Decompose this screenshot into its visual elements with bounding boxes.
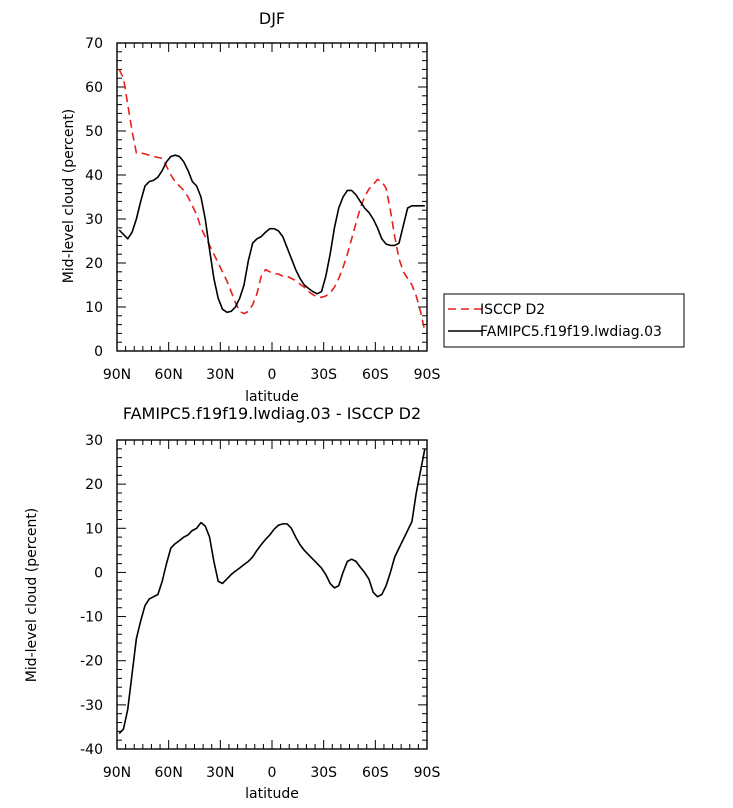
bottom-y-tick-label: 10 — [85, 521, 103, 537]
top-series-line-1 — [118, 154, 425, 314]
bottom-y-tick-label: -10 — [80, 610, 103, 626]
bottom-y-tick-label: 30 — [85, 433, 103, 449]
top-x-tick-label: 60S — [362, 367, 389, 383]
legend: ISCCP D2 FAMIPC5.f19f19.lwdiag.03 — [443, 293, 685, 348]
legend-box — [443, 293, 685, 348]
bottom-x-tick-label: 0 — [268, 765, 277, 781]
bottom-y-tick-label: -40 — [80, 742, 103, 758]
top-x-axis-label: latitude — [245, 389, 299, 405]
bottom-chart-title: FAMIPC5.f19f19.lwdiag.03 - ISCCP D2 — [123, 404, 421, 423]
top-x-tick-label: 90N — [103, 367, 131, 383]
top-chart-title: DJF — [259, 9, 285, 28]
top-x-tick-label: 60N — [155, 367, 183, 383]
top-y-tick-label: 60 — [85, 80, 103, 96]
bottom-x-tick-label: 90N — [103, 765, 131, 781]
top-y-tick-label: 0 — [94, 344, 103, 360]
top-x-tick-label: 30S — [310, 367, 337, 383]
bottom-x-axis-label: latitude — [245, 786, 299, 802]
top-y-axis-label: Mid-level cloud (percent) — [61, 109, 77, 284]
top-panel-djf: DJF 90N 60N 30N 0 30S 60S 90S 0 10 20 30 40 50 60 70 l… — [61, 9, 685, 405]
bottom-x-tick-label: 60N — [155, 765, 183, 781]
bottom-series-line-0 — [118, 448, 426, 735]
bottom-plot-area: 90N 60N 30N 0 30S 60S 90S -40 -30 -20 -10 0 10 20 30 — [80, 433, 440, 781]
top-series-line-0 — [118, 69, 426, 332]
top-x-tick-label: 30N — [206, 367, 234, 383]
top-y-tick-label: 20 — [85, 256, 103, 272]
bottom-x-tick-label: 60S — [362, 765, 389, 781]
top-y-tick-label: 70 — [85, 36, 103, 52]
top-y-tick-label: 40 — [85, 168, 103, 184]
top-x-tick-label: 0 — [268, 367, 277, 383]
bottom-x-tick-label: 30S — [310, 765, 337, 781]
top-plot-area: 90N 60N 30N 0 30S 60S 90S 0 10 20 30 40 50 60 70 — [85, 36, 440, 383]
bottom-y-tick-label: 0 — [94, 565, 103, 581]
top-y-tick-label: 50 — [85, 124, 103, 140]
legend-label-isccp: ISCCP D2 — [480, 302, 545, 318]
bottom-y-tick-label: -20 — [80, 654, 103, 670]
bottom-y-axis-label: Mid-level cloud (percent) — [24, 508, 40, 683]
top-y-tick-label: 30 — [85, 212, 103, 228]
legend-label-famipc5: FAMIPC5.f19f19.lwdiag.03 — [480, 324, 662, 340]
bottom-y-tick-label: 20 — [85, 477, 103, 493]
top-plot-frame — [116, 42, 428, 352]
top-x-tick-label: 90S — [414, 367, 441, 383]
bottom-panel-difference: FAMIPC5.f19f19.lwdiag.03 - ISCCP D2 90N 6… — [24, 404, 440, 802]
bottom-y-tick-label: -30 — [80, 698, 103, 714]
bottom-x-tick-label: 90S — [414, 765, 441, 781]
top-y-tick-label: 10 — [85, 300, 103, 316]
bottom-x-tick-label: 30N — [206, 765, 234, 781]
